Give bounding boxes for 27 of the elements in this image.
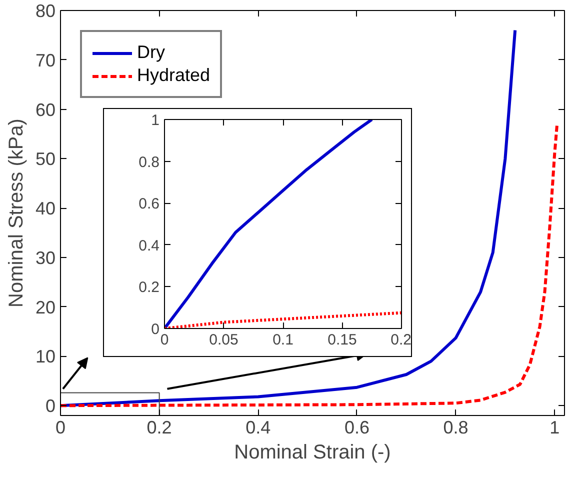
y-tick-label: 0.4 [138,237,160,254]
y-tick-label: 80 [35,1,56,21]
y-tick-label: 0.2 [138,279,160,296]
y-tick-label: 70 [35,50,56,70]
legend-label: Hydrated [137,65,210,86]
y-tick-label: 0 [45,396,56,416]
y-tick-label: 10 [35,346,56,367]
y-axis-title: Nominal Stress (kPa) [5,118,28,308]
y-tick-label: 0.6 [138,196,160,213]
y-tick-label: 60 [35,100,56,120]
x-tick-label: 0.1 [272,332,294,348]
y-tick-label: 0 [151,321,160,338]
x-tick-label: 0.05 [209,332,238,348]
y-tick-label: 30 [35,248,56,268]
x-tick-label: 0.15 [328,332,357,348]
x-tick-label: 0.6 [344,418,370,438]
y-tick-label: 40 [35,198,56,219]
x-tick-label: 0.2 [390,332,412,348]
y-tick-label: 20 [35,297,56,318]
y-tick-label: 50 [35,149,56,170]
x-tick-label: 0.4 [246,418,271,438]
legend-label: Dry [137,42,165,63]
x-tick-label: 1 [550,418,560,438]
y-tick-label: 1 [151,112,160,129]
y-tick-label: 0.8 [138,154,160,171]
x-tick-label: 0.8 [443,418,468,438]
x-axis-title: Nominal Strain (-) [234,442,391,464]
